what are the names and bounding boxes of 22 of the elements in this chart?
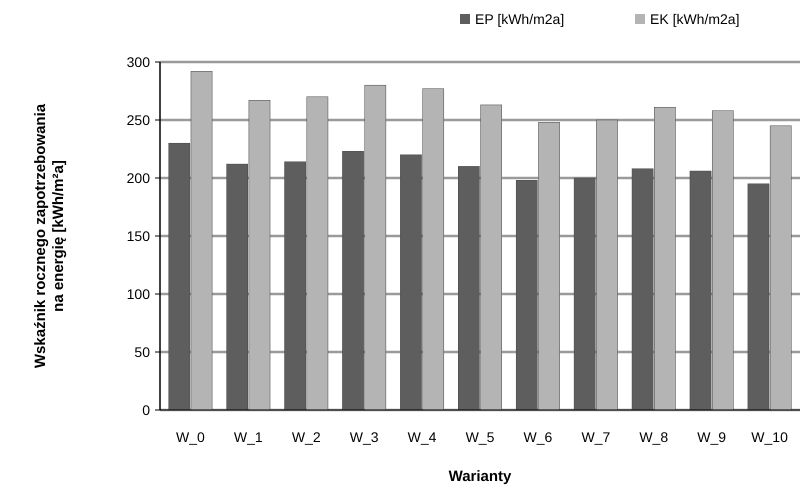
x-tick-label: W_10	[751, 429, 788, 445]
x-tick-label: W_1	[234, 429, 263, 445]
y-tick-label: 100	[126, 286, 150, 302]
x-tick-label: W_9	[697, 429, 726, 445]
x-tick-label: W_4	[408, 429, 437, 445]
x-tick-label: W_5	[466, 429, 495, 445]
y-tick-label: 250	[126, 112, 150, 128]
legend-label: EK [kWh/m2a]	[650, 11, 740, 27]
y-tick-label: 50	[134, 344, 150, 360]
x-tick-label: W_8	[639, 429, 668, 445]
y-tick-label: 150	[126, 228, 150, 244]
x-tick-label: W_7	[581, 429, 610, 445]
x-tick-label: W_3	[350, 429, 379, 445]
y-tick-label: 200	[126, 170, 150, 186]
x-tick-label: W_0	[176, 429, 206, 445]
legend-label: EP [kWh/m2a]	[475, 11, 564, 27]
x-tick-label: W_6	[524, 429, 553, 445]
x-axis-title: Warianty	[448, 468, 512, 485]
y-axis-title: Wskaźnik rocznego zapotrzebowania na energię [kWh/m²a]	[32, 103, 67, 368]
x-tick-label: W_2	[292, 429, 321, 445]
y-tick-label: 0	[142, 402, 150, 418]
y-tick-label: 300	[126, 54, 150, 70]
